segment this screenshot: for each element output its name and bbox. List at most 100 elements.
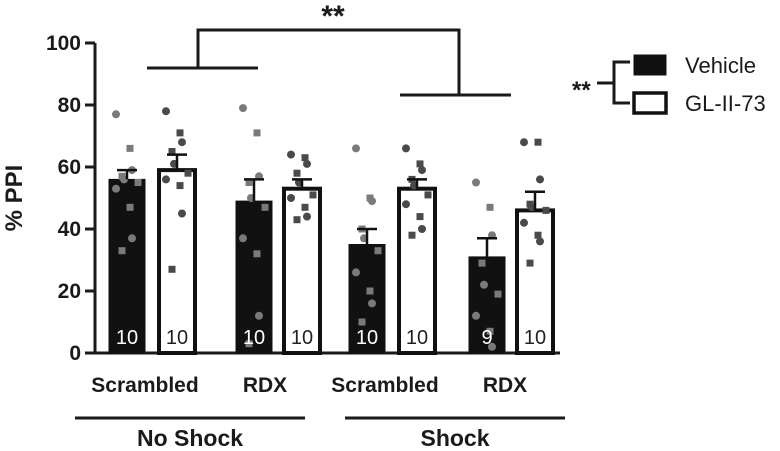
point bbox=[112, 184, 120, 193]
point bbox=[261, 203, 269, 211]
point bbox=[253, 129, 261, 137]
point bbox=[472, 178, 480, 187]
point bbox=[178, 138, 186, 147]
significance-label-shock: ** bbox=[321, 0, 345, 33]
point bbox=[287, 150, 295, 159]
point bbox=[293, 216, 301, 224]
point bbox=[486, 327, 494, 335]
y-axis-label: % PPI bbox=[1, 165, 28, 232]
bar-gl-ii-73-3 bbox=[515, 208, 555, 355]
point bbox=[486, 203, 494, 211]
point bbox=[287, 194, 295, 202]
point bbox=[126, 203, 134, 211]
point bbox=[368, 299, 376, 308]
legend-label-0: Vehicle bbox=[685, 53, 756, 78]
point bbox=[418, 166, 426, 175]
point bbox=[416, 213, 424, 221]
significance-label-treatment: ** bbox=[572, 77, 591, 104]
category-label-0: Scrambled bbox=[91, 374, 198, 397]
y-tick-label-100: 100 bbox=[46, 32, 81, 55]
point bbox=[253, 250, 261, 258]
point bbox=[255, 311, 263, 320]
category-label-2: Scrambled bbox=[331, 374, 438, 397]
point bbox=[488, 342, 496, 351]
bars bbox=[108, 168, 555, 355]
point bbox=[352, 144, 360, 153]
point bbox=[245, 179, 253, 186]
point bbox=[534, 231, 542, 239]
legend-swatch-1 bbox=[632, 91, 668, 115]
point bbox=[184, 169, 192, 177]
point bbox=[168, 148, 176, 155]
group-label-0: No Shock bbox=[137, 425, 243, 451]
point bbox=[176, 129, 184, 137]
point bbox=[293, 169, 301, 177]
y-tick-label-20: 20 bbox=[58, 280, 81, 303]
category-label-3: RDX bbox=[483, 374, 527, 397]
point bbox=[416, 160, 424, 168]
point bbox=[128, 234, 136, 243]
n-label: 10 bbox=[524, 327, 546, 349]
point bbox=[239, 234, 247, 243]
category-label-1: RDX bbox=[243, 374, 287, 397]
point bbox=[309, 191, 317, 199]
y-tick-label-0: 0 bbox=[69, 342, 81, 365]
point bbox=[526, 259, 534, 267]
y-tick-label-80: 80 bbox=[58, 94, 81, 117]
legend: Vehicle GL-II-73 ** bbox=[572, 53, 766, 116]
point bbox=[352, 268, 360, 277]
bracket-treatment bbox=[612, 60, 630, 105]
n-label: 10 bbox=[243, 327, 265, 349]
point bbox=[118, 247, 126, 255]
point bbox=[358, 318, 366, 326]
point bbox=[408, 231, 416, 239]
point bbox=[536, 237, 544, 246]
point bbox=[303, 159, 311, 168]
point bbox=[402, 200, 410, 209]
bar-vehicle-2 bbox=[348, 244, 386, 354]
n-labels: 10 10 10 9 10 10 10 10 bbox=[116, 327, 546, 349]
bar-vehicle-1 bbox=[235, 200, 273, 354]
y-tick-label-60: 60 bbox=[58, 156, 81, 179]
point bbox=[245, 340, 253, 348]
point bbox=[480, 280, 488, 289]
point bbox=[178, 209, 186, 218]
n-label: 10 bbox=[406, 327, 428, 349]
legend-swatch-0 bbox=[633, 54, 667, 76]
legend-label-1: GL-II-73 bbox=[685, 91, 766, 116]
point bbox=[424, 191, 432, 199]
group-labels: No Shock Shock bbox=[75, 416, 565, 451]
n-label: 10 bbox=[166, 327, 188, 349]
group-label-1: Shock bbox=[420, 425, 489, 451]
point bbox=[536, 175, 544, 184]
point bbox=[168, 265, 176, 273]
point bbox=[176, 182, 184, 190]
bar-gl-ii-73-0 bbox=[157, 168, 197, 355]
point bbox=[126, 144, 134, 152]
point bbox=[494, 290, 502, 298]
n-label: 10 bbox=[356, 327, 378, 349]
category-labels: Scrambled RDX Scrambled RDX bbox=[91, 374, 527, 397]
error-bars bbox=[117, 153, 545, 257]
point bbox=[162, 175, 170, 184]
point bbox=[374, 247, 382, 255]
point bbox=[239, 104, 247, 113]
bracket-shock bbox=[196, 28, 461, 95]
point bbox=[542, 206, 550, 214]
point bbox=[301, 203, 309, 211]
n-label: 10 bbox=[116, 327, 138, 349]
point bbox=[402, 144, 410, 153]
point bbox=[520, 138, 528, 147]
significance-brackets: ** bbox=[147, 0, 511, 97]
point bbox=[162, 107, 170, 116]
point bbox=[366, 287, 374, 295]
point bbox=[303, 212, 311, 221]
point bbox=[472, 311, 480, 320]
y-tick-label-40: 40 bbox=[58, 218, 81, 241]
point bbox=[112, 110, 120, 119]
point bbox=[301, 154, 309, 162]
point bbox=[418, 225, 426, 233]
point bbox=[134, 179, 142, 186]
point bbox=[520, 218, 528, 227]
